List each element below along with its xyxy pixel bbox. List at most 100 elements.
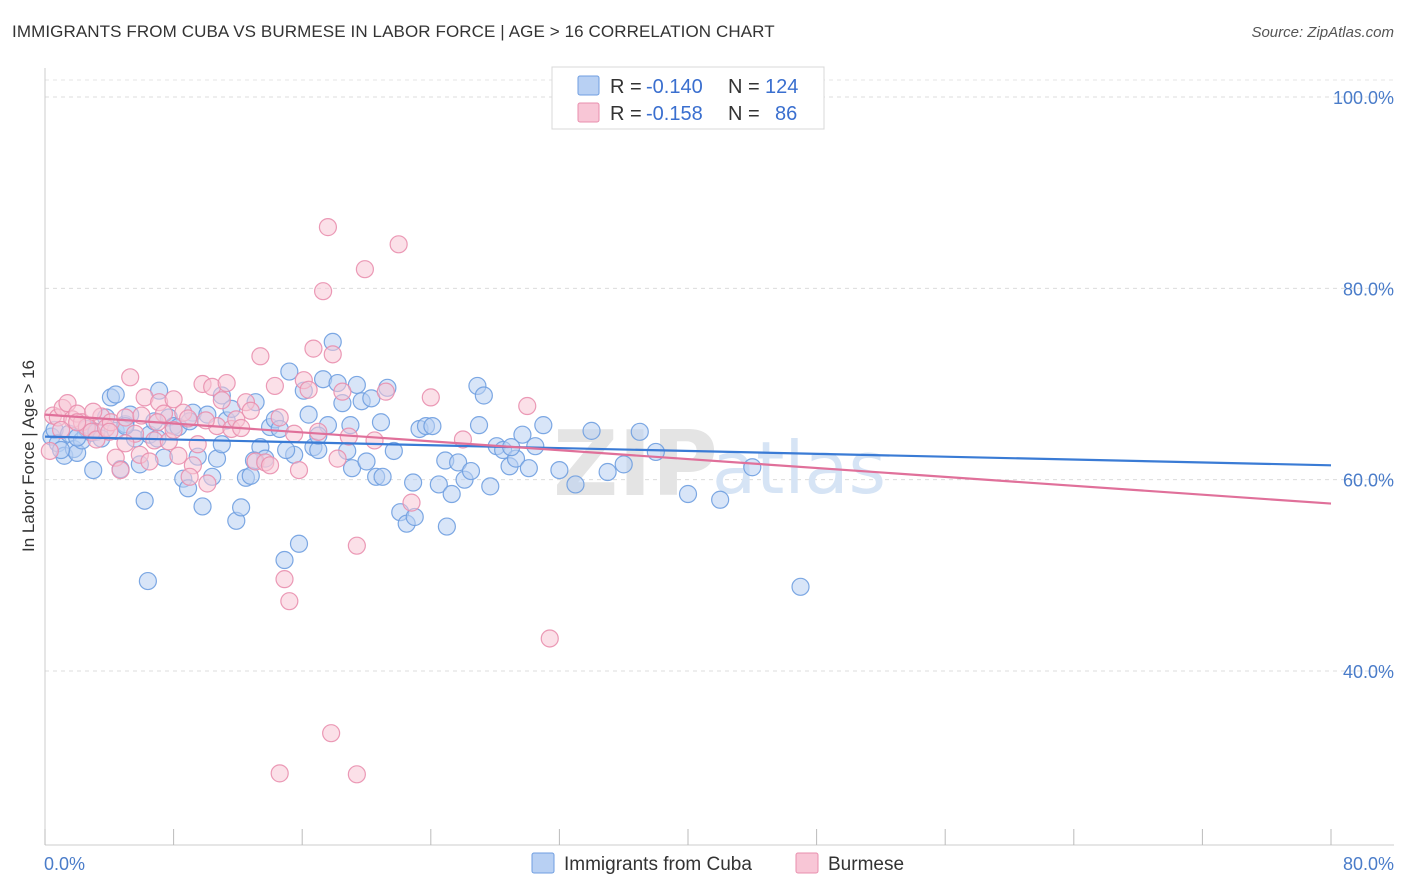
point-burmese (299, 380, 318, 399)
point-cuba (469, 416, 489, 435)
point-burmese (180, 467, 199, 486)
point-cuba (84, 461, 103, 480)
point-cuba (423, 416, 442, 436)
legend-swatch-cuba (577, 75, 600, 96)
point-cuba (275, 550, 294, 570)
point-burmese (251, 347, 270, 366)
bottom-legend-label-burmese: Burmese (828, 854, 904, 875)
point-cuba (232, 498, 251, 517)
source-label: Source: ZipAtlas.com (1251, 24, 1394, 41)
point-cuba (474, 386, 493, 405)
point-cuba (299, 405, 318, 424)
bottom-legend-swatch-burmese (795, 852, 819, 874)
point-cuba (449, 453, 468, 472)
point-burmese (333, 382, 352, 401)
data-points (40, 218, 810, 784)
trend-lines (44, 413, 1332, 505)
point-cuba (135, 491, 154, 510)
point-burmese (323, 345, 342, 364)
point-cuba (280, 362, 299, 381)
point-burmese (169, 446, 188, 465)
point-cuba (461, 461, 481, 481)
point-cuba (277, 440, 296, 460)
legend-n-label-burmese: N = (728, 103, 760, 125)
grid-lines (45, 79, 1394, 672)
point-burmese (376, 382, 395, 401)
point-burmese (355, 260, 374, 279)
point-burmese (285, 424, 304, 443)
point-cuba (526, 437, 545, 456)
x-tick-labels: 0.0% 80.0% (44, 854, 1394, 874)
bottom-legend-label-cuba: Immigrants from Cuba (564, 854, 752, 875)
point-burmese (313, 282, 333, 301)
point-burmese (116, 408, 135, 427)
y-tick-label: 60.0% (1343, 471, 1394, 491)
point-burmese (217, 373, 236, 393)
point-burmese (270, 408, 289, 427)
point-burmese (347, 765, 366, 784)
y-tick-label: 40.0% (1343, 662, 1394, 682)
point-cuba (373, 467, 392, 486)
x-tick-label: 0.0% (44, 854, 85, 874)
point-cuba (566, 475, 585, 494)
bottom-legend: Immigrants from Cuba Burmese (531, 852, 904, 875)
y-axis-label: In Labor Force | Age > 16 (19, 360, 38, 552)
chart-title: IMMIGRANTS FROM CUBA VS BURMESE IN LABOR… (12, 22, 775, 41)
point-cuba (193, 497, 212, 516)
point-burmese (40, 441, 59, 461)
point-burmese (402, 493, 421, 512)
point-burmese (212, 391, 231, 410)
point-burmese (275, 570, 294, 589)
point-burmese (84, 402, 103, 421)
legend-swatch-burmese (577, 102, 600, 123)
point-burmese (540, 629, 559, 648)
point-cuba (404, 473, 423, 492)
point-cuba (429, 475, 448, 494)
point-burmese (347, 536, 366, 555)
y-tick-label: 100.0% (1333, 88, 1394, 108)
point-burmese (111, 461, 130, 480)
point-burmese (309, 422, 328, 441)
point-burmese (270, 764, 289, 783)
point-burmese (518, 396, 537, 416)
y-tick-labels: 100.0% 80.0% 60.0% 40.0% (1333, 88, 1394, 682)
point-burmese (121, 368, 140, 387)
point-cuba (357, 452, 376, 471)
point-burmese (322, 724, 341, 743)
trend-line-burmese (44, 413, 1332, 505)
bottom-legend-swatch-cuba (531, 852, 555, 874)
point-burmese (265, 376, 284, 396)
point-cuba (481, 477, 500, 496)
point-cuba (791, 577, 810, 596)
point-burmese (421, 388, 440, 407)
point-cuba (678, 484, 698, 504)
point-cuba (212, 435, 231, 454)
point-burmese (164, 390, 183, 409)
legend-n-value-burmese: 86 (775, 103, 797, 125)
point-cuba (598, 462, 617, 482)
legend-r-label-cuba: R = (610, 76, 642, 98)
point-burmese (241, 401, 260, 420)
point-burmese (132, 406, 151, 425)
point-cuba (289, 534, 309, 553)
trend-line-cuba (44, 435, 1332, 467)
point-cuba (582, 421, 601, 440)
point-burmese (318, 218, 338, 237)
legend-n-value-cuba: 124 (765, 76, 798, 98)
point-burmese (304, 339, 323, 358)
legend: R = -0.140 N = 124 R = -0.158 N = 86 (551, 66, 825, 130)
point-burmese (178, 409, 198, 428)
point-burmese (289, 461, 309, 480)
point-cuba (437, 517, 456, 536)
point-cuba (106, 385, 125, 404)
legend-n-label-cuba: N = (728, 76, 760, 98)
point-cuba (519, 459, 538, 478)
legend-r-label-burmese: R = (610, 103, 642, 125)
point-burmese (365, 431, 384, 450)
point-burmese (280, 592, 299, 611)
point-cuba (711, 490, 730, 509)
point-cuba (614, 455, 633, 474)
point-cuba (534, 416, 553, 435)
point-cuba (550, 461, 569, 480)
watermark: ZIP atlas (553, 412, 886, 517)
